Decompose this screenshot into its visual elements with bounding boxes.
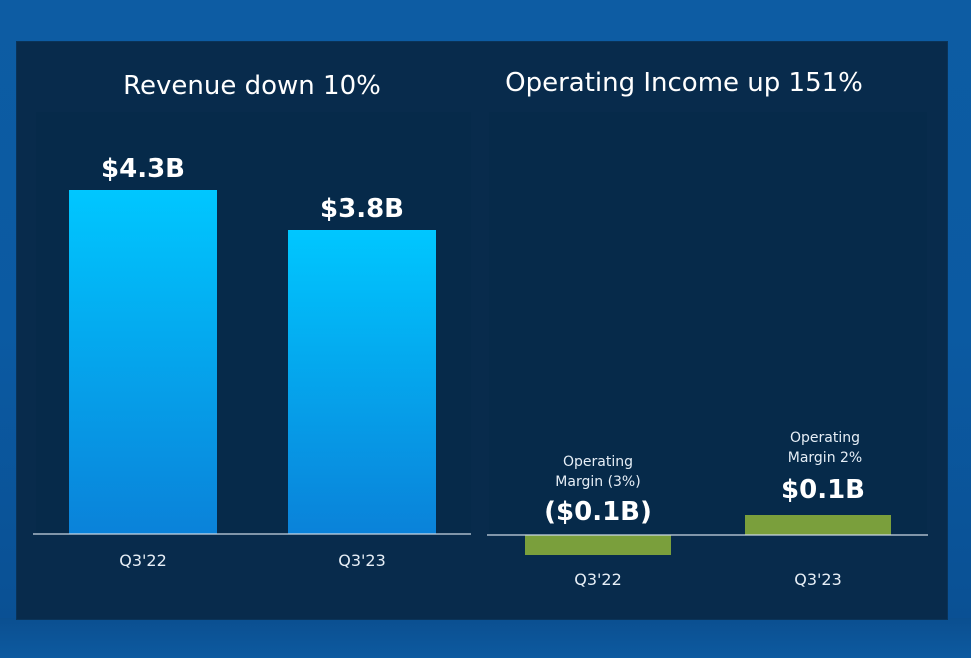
income-note-q3-22-line1: Operating (563, 454, 633, 470)
revenue-value-label-1: $3.8B (320, 194, 404, 224)
revenue-chart-title: Revenue down 10% (123, 71, 381, 101)
income-bar-0 (525, 535, 671, 555)
background-band (0, 618, 971, 658)
revenue-tick-q3-23: Q3'23 (338, 551, 386, 570)
income-value-label-0: ($0.1B) (544, 497, 652, 527)
income-tick-q3-23: Q3'23 (794, 570, 842, 589)
income-tick-q3-22: Q3'22 (574, 570, 622, 589)
income-plot-area (489, 112, 927, 534)
revenue-bar-1 (288, 230, 436, 534)
income-chart-title: Operating Income up 151% (505, 68, 863, 98)
income-value-label-1: $0.1B (781, 475, 865, 505)
revenue-bar-0 (69, 190, 217, 534)
income-note-q3-23-line2: Margin 2% (788, 450, 862, 466)
income-note-q3-23-line1: Operating (790, 430, 860, 446)
revenue-tick-q3-22: Q3'22 (119, 551, 167, 570)
income-bar-1 (745, 515, 891, 535)
revenue-value-label-0: $4.3B (101, 154, 185, 184)
income-note-q3-22-line2: Margin (3%) (555, 474, 640, 490)
